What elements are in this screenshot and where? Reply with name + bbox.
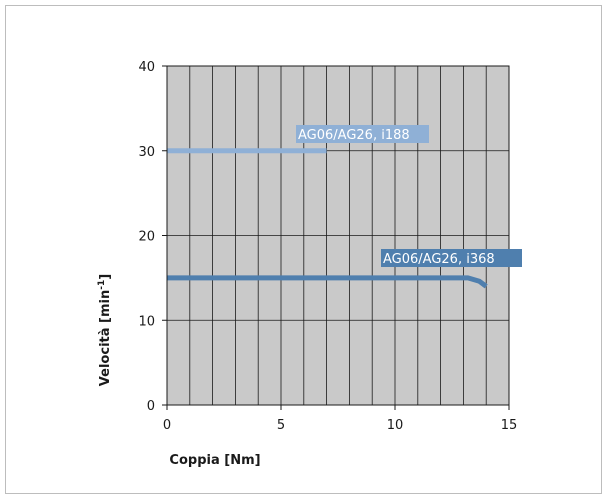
y-tick-label: 20	[138, 230, 155, 245]
y-axis-title-main: Velocità [min	[98, 290, 113, 386]
y-tick-label: 10	[138, 314, 155, 329]
x-tick-label: 5	[277, 418, 285, 433]
series-lines	[167, 148, 488, 289]
x-tick-label: 0	[163, 418, 171, 433]
series-labels: AG06/AG26, i188 AG06/AG26, i368	[296, 125, 522, 267]
series-label-1: AG06/AG26, i188	[298, 128, 410, 143]
axes	[162, 65, 510, 410]
x-tick-label: 15	[501, 418, 518, 433]
y-tick-labels: 0 10 20 30 40	[138, 60, 155, 414]
y-axis-title-sup: -1	[97, 280, 107, 290]
series-label-bg-2	[381, 249, 522, 267]
y-axis-title: Velocità [min-1]	[97, 274, 113, 386]
series-line-2	[167, 275, 488, 289]
y-tick-label: 30	[138, 145, 155, 160]
y-tick-label: 40	[138, 60, 155, 75]
series-label-2: AG06/AG26, i368	[383, 252, 495, 267]
x-tick-label: 10	[387, 418, 404, 433]
x-tick-labels: 0 5 10 15	[163, 418, 517, 433]
y-axis-title-close: ]	[98, 274, 113, 280]
y-tick-label: 0	[147, 399, 155, 414]
x-axis-title: Coppia [Nm]	[169, 453, 260, 468]
series-label-bg-1	[296, 125, 429, 143]
